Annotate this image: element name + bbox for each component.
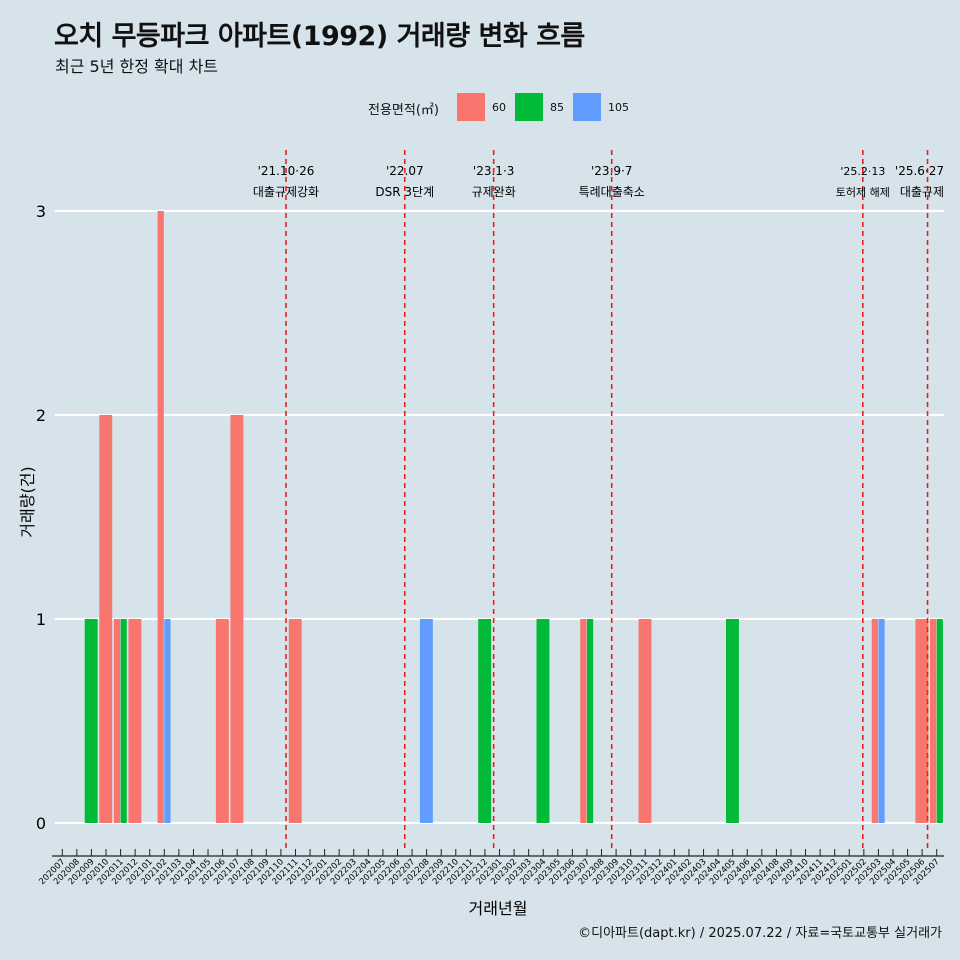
bar-60-202106	[215, 619, 229, 823]
legend: 전용면적(㎡) 60 85 105	[0, 92, 960, 122]
bars	[84, 211, 943, 823]
bar-60-202107	[230, 415, 244, 823]
legend-key-105	[573, 93, 601, 121]
legend-key-85	[515, 93, 543, 121]
y-tick-label: 0	[36, 814, 46, 833]
bar-105-202102	[164, 619, 171, 823]
bar-60-202111	[288, 619, 302, 823]
bar-60-202507	[930, 619, 937, 823]
bar-85-202304	[536, 619, 550, 823]
event-date: '23.9·7	[591, 164, 632, 178]
y-tick-label: 1	[36, 610, 46, 629]
bar-85-202507	[936, 619, 943, 823]
legend-label-105: 105	[608, 101, 629, 114]
bar-60-202311	[638, 619, 652, 823]
event-date: '21.10·26	[258, 164, 315, 178]
bar-85-202212	[478, 619, 492, 823]
legend-title: 전용면적(㎡)	[368, 103, 439, 118]
bar-60-202503	[871, 619, 878, 823]
bar-85-202011	[120, 619, 127, 823]
source-caption: ©디아파트(dapt.kr) / 2025.07.22 / 자료=국토교통부 실…	[578, 926, 942, 941]
legend-label-60: 60	[492, 101, 506, 114]
event-date: '22.07	[386, 164, 424, 178]
event-label: 특례대출축소	[579, 185, 645, 199]
bar-105-202503	[878, 619, 885, 823]
event-date: '25.2·13	[840, 165, 885, 178]
bar-60-202506	[915, 619, 929, 823]
bar-60-202102	[157, 211, 164, 823]
legend-key-60	[457, 93, 485, 121]
x-axis: 2020072020082020092020102020112020122021…	[37, 849, 944, 887]
event-date: '23.1·3	[473, 164, 514, 178]
bar-85-202405	[725, 619, 739, 823]
event-label: 규제완화	[472, 185, 516, 199]
y-axis: 0 1 2 3	[36, 202, 46, 833]
event-label: 대출규제	[900, 185, 944, 199]
bar-60-202307	[580, 619, 587, 823]
bar-60-202011	[113, 619, 121, 823]
bar-85-202307	[586, 619, 594, 823]
bar-85-202009	[84, 619, 98, 823]
event-markers: '21.10·26 대출규제강화 '22.07 DSR 3단계 '23.1·3 규제완화 '…	[253, 150, 944, 850]
y-axis-label: 거래량(건)	[18, 466, 37, 537]
x-axis-label: 거래년월	[469, 899, 528, 918]
y-tick-label: 3	[36, 202, 46, 221]
event-date: '25.6·27	[895, 164, 944, 178]
bar-60-202010	[99, 415, 113, 823]
event-label: 토허제 해제	[836, 185, 890, 199]
event-label: DSR 3단계	[375, 185, 434, 199]
y-tick-label: 2	[36, 406, 46, 425]
grid-lines	[55, 209, 944, 825]
event-label: 대출규제강화	[253, 185, 319, 199]
bar-60-202012	[128, 619, 142, 823]
chart-title: 오치 무등파크 아파트(1992) 거래량 변화 흐름	[54, 21, 585, 52]
legend-label-85: 85	[550, 101, 564, 114]
chart-subtitle: 최근 5년 한정 확대 차트	[55, 57, 219, 76]
bar-105-202208	[419, 619, 433, 823]
